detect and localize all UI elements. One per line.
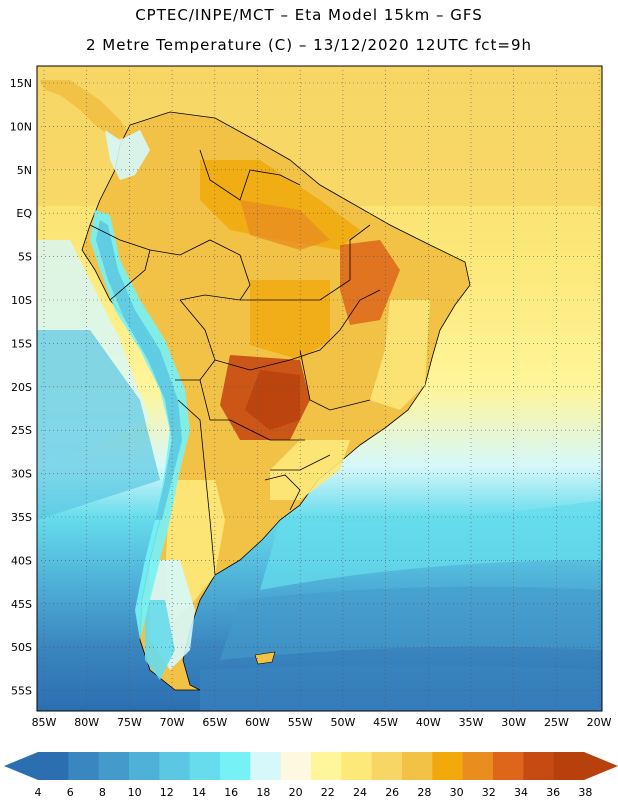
colorbar-segment — [129, 752, 160, 780]
map-subtitle: 2 Metre Temperature (C) – 13/12/2020 12U… — [85, 36, 533, 54]
colorbar-label: 14 — [192, 786, 206, 799]
colorbar-segment — [38, 752, 69, 780]
colorbar-label: 8 — [99, 786, 106, 799]
lat-label: 45S — [11, 598, 32, 611]
colorbar-segment — [432, 752, 464, 780]
colorbar-label: 34 — [514, 786, 528, 799]
colorbar-segment — [280, 752, 312, 780]
colorbar-label: 20 — [289, 786, 303, 799]
colorbar-segment — [220, 752, 251, 780]
colorbar-labels: 4 6 8 10 12 14 16 18 20 22 24 26 28 30 32 34 36 38 — [35, 786, 593, 799]
country-borders — [89, 149, 381, 576]
colorbar-label: 38 — [578, 786, 592, 799]
map-title: CPTEC/INPE/MCT – Eta Model 15km – GFS — [135, 6, 483, 24]
lon-label: 60W — [245, 716, 270, 729]
colorbar-segment — [462, 752, 494, 780]
lat-label: 5N — [17, 164, 32, 177]
colorbar-segment — [250, 752, 282, 780]
lon-label: 65W — [202, 716, 227, 729]
latitude-labels: 15N 10N 5N EQ 5S 10S 15S 20S 25S 30S 35S 40S 45S 50S 5… — [10, 77, 33, 698]
lon-label: 30W — [501, 716, 526, 729]
colorbar-label: 6 — [67, 786, 74, 799]
colorbar-label: 16 — [224, 786, 238, 799]
lat-label: 25S — [11, 424, 32, 437]
colorbar-label: 36 — [546, 786, 560, 799]
colorbar-label: 26 — [385, 786, 399, 799]
lat-label: 15N — [10, 77, 32, 90]
colorbar-segment — [341, 752, 373, 780]
lon-label: 35W — [459, 716, 484, 729]
lon-label: 25W — [544, 716, 569, 729]
colorbar-segment — [523, 752, 555, 780]
map-field — [37, 66, 602, 711]
colorbar-label: 24 — [353, 786, 367, 799]
lat-label: 50S — [11, 641, 32, 654]
colorbar-segment — [311, 752, 342, 780]
lon-label: 20W — [587, 716, 612, 729]
longitude-labels: 85W 80W 75W 70W 65W 60W 55W 50W 45W 40W 35W 30W 25W 2… — [32, 716, 612, 729]
lat-label: 15S — [11, 337, 32, 350]
lat-label: 10S — [11, 294, 32, 307]
lat-label: 30S — [11, 468, 32, 481]
colorbar-label: 10 — [128, 786, 142, 799]
lon-label: 40W — [416, 716, 441, 729]
lon-label: 85W — [32, 716, 57, 729]
colorbar-high-arrow — [584, 752, 618, 780]
lon-label: 50W — [330, 716, 355, 729]
colorbar — [4, 752, 618, 780]
colorbar-segment — [68, 752, 100, 780]
colorbar-label: 22 — [321, 786, 335, 799]
colorbar-segment — [98, 752, 130, 780]
map-frame — [36, 65, 603, 712]
lon-label: 70W — [160, 716, 185, 729]
colorbar-segment — [402, 752, 433, 780]
colorbar-label: 4 — [35, 786, 42, 799]
lon-label: 75W — [117, 716, 142, 729]
lon-label: 55W — [288, 716, 313, 729]
colorbar-segment — [189, 752, 221, 780]
colorbar-label: 30 — [450, 786, 464, 799]
lat-label: 20S — [11, 381, 32, 394]
colorbar-segment — [371, 752, 403, 780]
lat-label: 55S — [11, 685, 32, 698]
colorbar-label: 32 — [482, 786, 496, 799]
colorbar-segment — [159, 752, 191, 780]
lon-label: 80W — [74, 716, 99, 729]
lat-label: 10N — [10, 120, 32, 133]
lat-label: EQ — [16, 207, 32, 220]
lat-label: 40S — [11, 554, 32, 567]
colorbar-segment — [553, 752, 585, 780]
colorbar-segment — [493, 752, 524, 780]
colorbar-label: 12 — [160, 786, 174, 799]
colorbar-label: 28 — [417, 786, 431, 799]
colorbar-label: 18 — [256, 786, 270, 799]
lat-label: 35S — [11, 511, 32, 524]
lon-label: 45W — [373, 716, 398, 729]
colorbar-low-arrow — [4, 752, 38, 780]
lat-label: 5S — [18, 251, 32, 264]
